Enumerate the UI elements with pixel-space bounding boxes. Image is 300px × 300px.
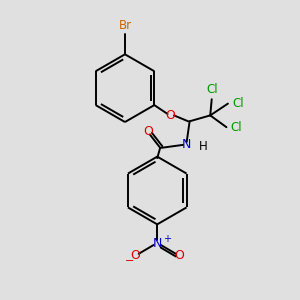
Text: Cl: Cl <box>232 97 244 110</box>
Text: O: O <box>143 125 153 138</box>
Text: H: H <box>199 140 207 153</box>
Text: O: O <box>130 249 140 262</box>
Text: O: O <box>174 249 184 262</box>
Text: Cl: Cl <box>231 121 242 134</box>
Text: O: O <box>166 109 176 122</box>
Text: N: N <box>182 138 191 151</box>
Text: +: + <box>163 234 170 244</box>
Text: Cl: Cl <box>206 83 218 96</box>
Text: Br: Br <box>118 19 131 32</box>
Text: −: − <box>125 256 134 266</box>
Text: N: N <box>153 237 162 250</box>
